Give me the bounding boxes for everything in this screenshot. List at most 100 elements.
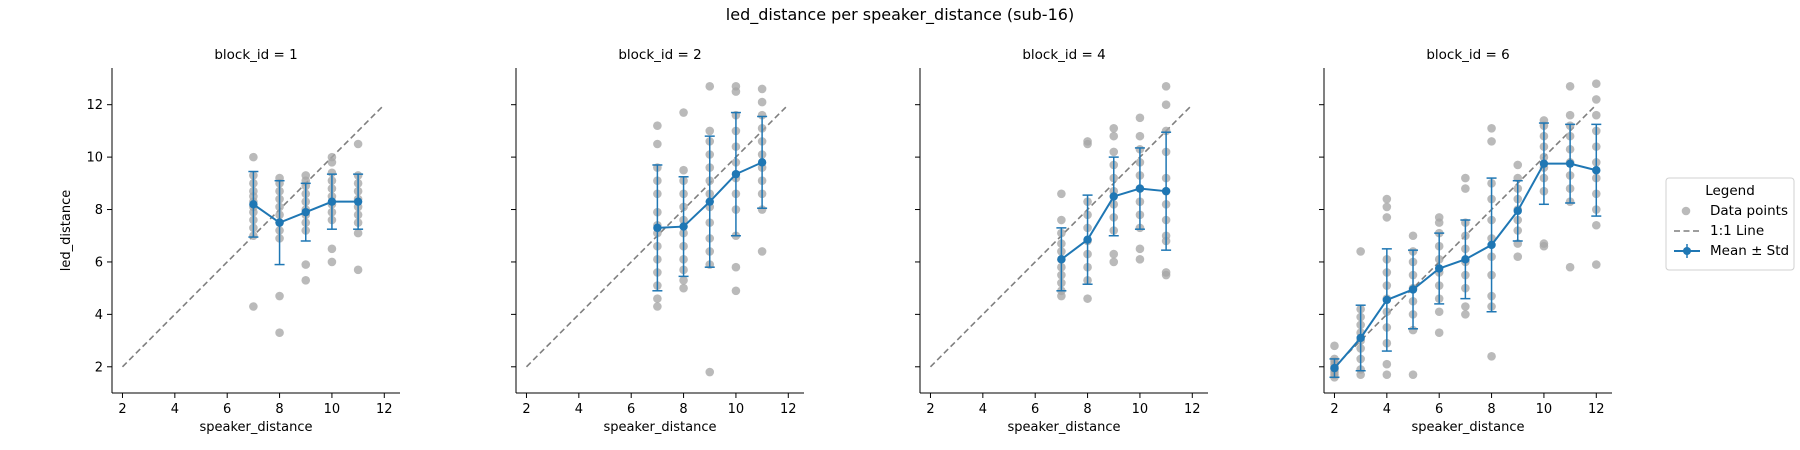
data-point [653,121,662,130]
data-point [653,139,662,149]
data-point [327,168,337,178]
mean-marker [1592,166,1601,175]
panel-title: block_id = 2 [618,47,701,63]
data-point [1591,260,1601,269]
data-point [679,108,688,117]
data-point [1109,147,1119,157]
x-tick-label: 6 [223,402,231,417]
legend-entry: Mean ± Std [1710,243,1789,259]
data-point [1057,215,1066,225]
data-point [1109,249,1119,259]
panel-title: block_id = 4 [1022,47,1105,63]
x-tick-label: 12 [1184,402,1201,417]
data-point [1565,262,1575,272]
data-point [1434,328,1444,338]
data-point [1539,239,1549,248]
mean-marker [1057,255,1066,264]
mean-marker [275,218,284,227]
x-tick-label: 10 [728,402,745,417]
data-point [1408,231,1418,241]
mean-marker [1565,159,1575,168]
mean-marker [353,197,363,206]
x-tick-label: 8 [1487,402,1495,417]
data-point [1487,352,1496,361]
mean-marker [1161,186,1171,196]
data-point [731,262,741,272]
x-tick-label: 4 [1383,402,1391,417]
data-point [679,275,688,285]
data-point [1408,325,1418,335]
data-point [679,283,688,293]
data-point [327,257,337,267]
data-point [1109,131,1119,141]
data-point [1109,257,1119,267]
legend-entry: 1:1 Line [1710,223,1764,239]
panel-3: block_id = 4 2 4 6 8 10 12 speaker_distance [915,47,1208,435]
data-point [705,82,715,91]
x-tick-label: 6 [1031,402,1039,417]
x-tick-label: 8 [679,402,687,417]
data-point [757,84,767,94]
data-point [757,205,767,214]
mean-marker [757,158,767,167]
y-tick-label: 4 [95,308,103,323]
legend-marker-mean-dot [1683,247,1691,255]
data-point [1487,123,1496,133]
data-point [301,275,311,285]
data-point [1356,247,1365,256]
mean-marker [249,200,258,209]
data-point [1135,255,1145,264]
data-point [1434,213,1444,222]
x-tick-label: 2 [926,402,934,417]
panel-title: block_id = 6 [1426,47,1509,63]
data-point [1161,82,1171,91]
legend-entry: Data points [1710,203,1788,219]
data-point [249,152,258,162]
data-point [1057,189,1066,199]
mean-marker [731,169,741,179]
mean-marker [327,197,337,206]
data-point [1461,184,1470,193]
data-point [1330,341,1339,351]
data-point [249,302,258,311]
figure-title: led_distance per speaker_distance (sub-1… [725,5,1075,24]
data-point [353,139,363,149]
mean-marker [1487,240,1496,250]
legend: Legend Data points 1:1 Line Mean ± Std [1665,177,1795,271]
mean-marker [1513,206,1522,216]
mean-marker [1382,295,1392,305]
legend-title: Legend [1705,183,1755,199]
mean-marker [679,222,688,231]
y-tick-label: 6 [95,255,103,270]
data-point [1591,79,1601,89]
mean-marker [1330,363,1339,373]
data-point [1161,126,1171,136]
mean-marker [1435,264,1444,273]
x-tick-label: 10 [1132,402,1149,417]
data-point [1487,137,1496,146]
data-point [1565,110,1575,120]
data-point [353,265,363,275]
data-point [679,165,688,175]
data-point [327,152,337,162]
data-point [275,328,284,338]
legend-box [1665,177,1795,271]
data-point [301,171,311,180]
legend-marker-points [1681,206,1691,216]
data-point [1591,110,1601,120]
data-point [653,294,662,303]
x-tick-label: 6 [1435,402,1443,417]
x-tick-label: 12 [1588,402,1605,417]
x-tick-label: 2 [522,402,530,417]
data-point [1461,173,1470,183]
mean-marker [1539,159,1549,168]
data-point [1161,100,1171,109]
y-axis-label: led_distance [59,190,74,271]
mean-marker [1135,184,1145,193]
x-tick-label: 4 [171,402,179,417]
data-point [1083,294,1092,303]
data-point [757,247,767,256]
mean-marker [301,207,310,217]
x-tick-label: 8 [275,402,283,417]
x-axis-label: speaker_distance [200,420,313,435]
